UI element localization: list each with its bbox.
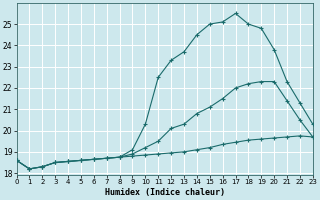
X-axis label: Humidex (Indice chaleur): Humidex (Indice chaleur) bbox=[105, 188, 225, 197]
